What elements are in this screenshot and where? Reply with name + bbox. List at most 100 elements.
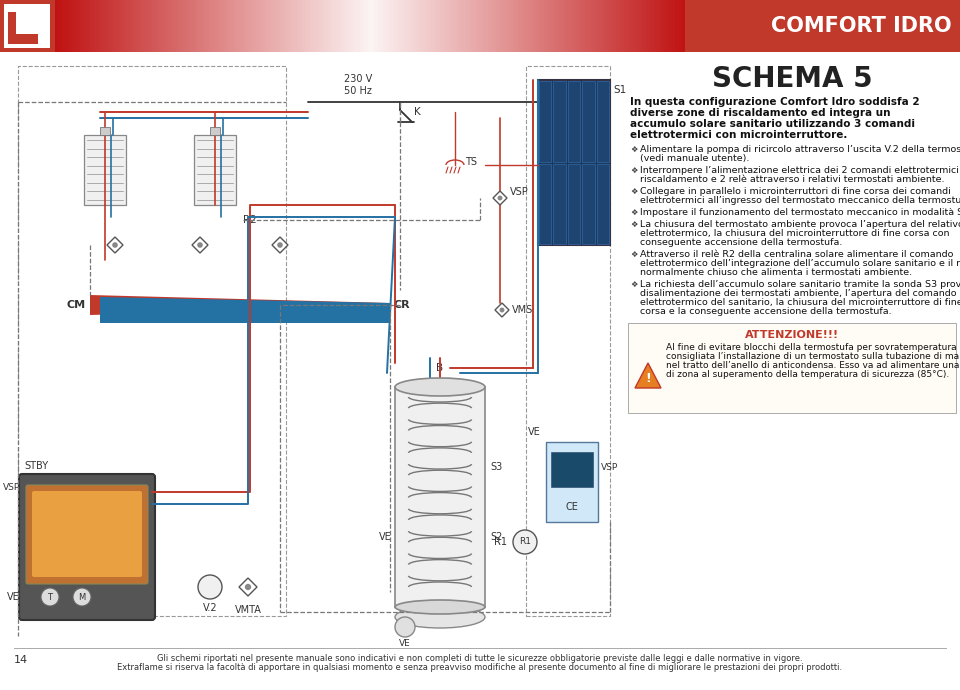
Text: V.2: V.2 (203, 603, 217, 613)
FancyBboxPatch shape (26, 485, 148, 584)
Bar (486, 0, 488, 52)
Bar (187, 0, 189, 52)
Bar (571, 0, 574, 52)
Bar (269, 0, 272, 52)
Bar (114, 0, 116, 52)
Bar (57, 0, 60, 52)
Bar (484, 0, 486, 52)
Text: La chiusura del termostato ambiente provoca l’apertura del relativo comando: La chiusura del termostato ambiente prov… (640, 220, 960, 229)
Bar (276, 0, 277, 52)
Bar (567, 164, 580, 244)
Bar (417, 0, 419, 52)
Bar (221, 0, 223, 52)
Bar (225, 0, 228, 52)
Circle shape (245, 584, 252, 590)
Bar (274, 0, 276, 52)
Text: ❖: ❖ (630, 220, 637, 229)
Bar (406, 0, 408, 52)
Bar (683, 0, 685, 52)
Bar (194, 0, 196, 52)
Bar (219, 0, 221, 52)
Text: elettrotermico del sanitario, la chiusura del microinterruttore di fine: elettrotermico del sanitario, la chiusur… (640, 298, 960, 307)
Bar (521, 0, 523, 52)
Bar (536, 0, 538, 52)
Bar (252, 0, 254, 52)
Text: CM: CM (67, 300, 86, 310)
Bar (538, 80, 610, 245)
Bar (511, 0, 513, 52)
Bar (553, 0, 555, 52)
Text: VSP: VSP (510, 187, 529, 197)
Bar (359, 0, 362, 52)
Bar (500, 0, 502, 52)
Bar (336, 0, 339, 52)
Bar (393, 0, 396, 52)
Bar (636, 0, 638, 52)
Bar (515, 0, 517, 52)
Circle shape (73, 588, 91, 606)
Bar (668, 0, 670, 52)
Bar (324, 0, 325, 52)
Bar (654, 0, 656, 52)
Bar (61, 0, 63, 52)
Bar (677, 0, 679, 52)
Bar (463, 0, 465, 52)
Bar (362, 0, 364, 52)
Text: S3: S3 (490, 462, 502, 472)
Text: normalmente chiuso che alimenta i termostati ambiente.: normalmente chiuso che alimenta i termos… (640, 268, 912, 277)
Bar (118, 0, 120, 52)
Bar (229, 0, 231, 52)
Bar (380, 0, 383, 52)
Bar (557, 0, 559, 52)
Bar (325, 0, 328, 52)
Bar (305, 0, 307, 52)
Text: ❖: ❖ (630, 145, 637, 154)
Bar (132, 0, 134, 52)
Bar (626, 0, 628, 52)
Polygon shape (635, 363, 661, 388)
Bar (173, 0, 175, 52)
Bar (129, 0, 131, 52)
Polygon shape (493, 191, 507, 205)
Bar (70, 0, 72, 52)
Text: Collegare in parallelo i microinterruttori di fine corsa dei comandi: Collegare in parallelo i microinterrutto… (640, 187, 950, 196)
Bar (131, 0, 132, 52)
Bar (320, 0, 322, 52)
Bar (467, 0, 468, 52)
Bar (479, 0, 481, 52)
Bar (645, 0, 647, 52)
Text: S2: S2 (490, 532, 502, 542)
Bar (605, 0, 608, 52)
Bar (200, 0, 202, 52)
Bar (433, 0, 435, 52)
Ellipse shape (395, 606, 485, 628)
Bar (509, 0, 511, 52)
Text: VMS: VMS (512, 305, 533, 315)
Bar (318, 0, 320, 52)
Bar (353, 0, 355, 52)
Bar (592, 0, 594, 52)
Bar (267, 0, 269, 52)
Bar (156, 0, 157, 52)
Text: S1: S1 (613, 85, 626, 95)
Bar (189, 0, 191, 52)
Bar (143, 0, 145, 52)
Polygon shape (495, 303, 509, 317)
Bar (615, 0, 618, 52)
Bar (496, 0, 498, 52)
Text: nel tratto dell’anello di anticondensa. Esso va ad alimentare una valvola: nel tratto dell’anello di anticondensa. … (666, 361, 960, 370)
Bar (383, 0, 385, 52)
Circle shape (197, 242, 203, 248)
Bar (458, 0, 460, 52)
Bar (93, 0, 95, 52)
Bar (330, 0, 332, 52)
Bar (596, 164, 609, 244)
Bar (525, 0, 527, 52)
Bar (555, 0, 557, 52)
Polygon shape (192, 237, 208, 253)
Bar (104, 0, 106, 52)
Text: Alimentare la pompa di ricircolo attraverso l’uscita V.2 della termostufa: Alimentare la pompa di ricircolo attrave… (640, 145, 960, 154)
Bar (679, 0, 681, 52)
Bar (183, 0, 185, 52)
Bar (675, 0, 677, 52)
